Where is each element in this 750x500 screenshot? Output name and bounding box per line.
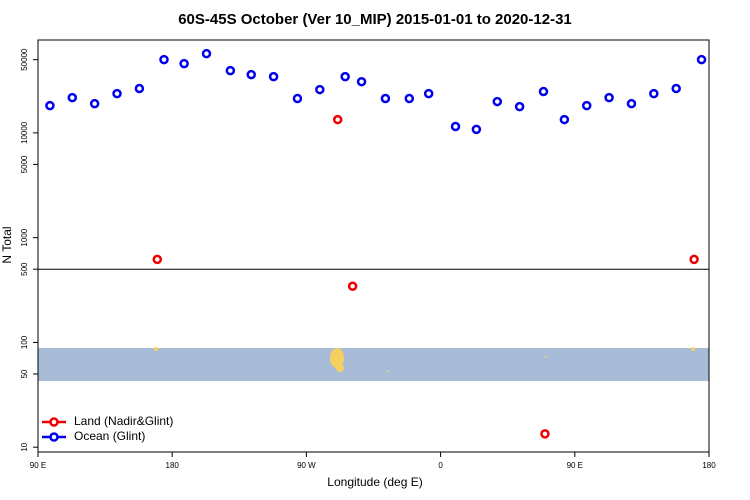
land-patch bbox=[154, 347, 158, 351]
point bbox=[696, 54, 707, 65]
x-axis-label: Longitude (deg E) bbox=[327, 475, 422, 489]
y-axis-label: N Total bbox=[0, 226, 14, 263]
point bbox=[423, 88, 434, 99]
y-tick-label: 100 bbox=[20, 335, 29, 349]
x-tick-label: 90 E bbox=[567, 461, 583, 470]
point bbox=[538, 86, 549, 97]
legend-marker bbox=[49, 432, 59, 442]
ocean-band bbox=[38, 348, 709, 381]
point bbox=[67, 92, 78, 103]
y-tick-label: 50 bbox=[20, 369, 29, 378]
y-tick-label: 10000 bbox=[20, 121, 29, 144]
land-patch bbox=[330, 348, 344, 368]
point bbox=[380, 93, 391, 104]
point bbox=[626, 98, 637, 109]
y-tick-label: 10 bbox=[20, 442, 29, 451]
x-tick-label: 90 W bbox=[297, 461, 316, 470]
point bbox=[540, 429, 550, 439]
point bbox=[201, 48, 212, 59]
point bbox=[340, 71, 350, 82]
point bbox=[332, 114, 343, 125]
point bbox=[471, 124, 482, 135]
point bbox=[404, 93, 415, 104]
land-patch bbox=[387, 370, 389, 372]
chart-title: 60S-45S October (Ver 10_MIP) 2015-01-01 … bbox=[178, 11, 572, 28]
land-patch bbox=[545, 356, 547, 358]
x-tick-label: 0 bbox=[438, 461, 443, 470]
point bbox=[671, 83, 681, 94]
land-patch bbox=[691, 347, 695, 351]
point bbox=[225, 65, 236, 76]
point bbox=[604, 92, 614, 103]
x-tick-label: 90 E bbox=[30, 461, 46, 470]
point bbox=[89, 98, 100, 109]
legend-label: Ocean (Glint) bbox=[74, 429, 145, 443]
point bbox=[356, 76, 367, 87]
point bbox=[492, 96, 503, 107]
point bbox=[649, 88, 659, 99]
point bbox=[689, 254, 699, 265]
land-patch bbox=[336, 364, 344, 372]
plot-frame bbox=[37, 39, 710, 453]
point bbox=[559, 114, 570, 125]
x-tick-label: 180 bbox=[702, 461, 716, 470]
point bbox=[347, 281, 358, 291]
point bbox=[450, 121, 461, 132]
point bbox=[159, 54, 169, 65]
point bbox=[179, 58, 189, 69]
y-tick-label: 5000 bbox=[20, 155, 29, 173]
map-background bbox=[38, 347, 709, 381]
y-tick-label: 50000 bbox=[20, 48, 29, 71]
point bbox=[514, 101, 525, 112]
point bbox=[45, 100, 55, 111]
legend-label: Land (Nadir&Glint) bbox=[74, 414, 173, 428]
point bbox=[581, 100, 592, 111]
y-tick-label: 500 bbox=[20, 262, 29, 276]
point bbox=[112, 88, 122, 99]
point bbox=[268, 71, 279, 82]
point bbox=[246, 69, 256, 80]
point bbox=[315, 84, 325, 95]
x-tick-label: 180 bbox=[166, 461, 180, 470]
y-tick-label: 1000 bbox=[20, 228, 29, 246]
point bbox=[292, 93, 303, 104]
point bbox=[134, 83, 145, 94]
point bbox=[152, 254, 163, 265]
legend-marker bbox=[49, 417, 59, 427]
